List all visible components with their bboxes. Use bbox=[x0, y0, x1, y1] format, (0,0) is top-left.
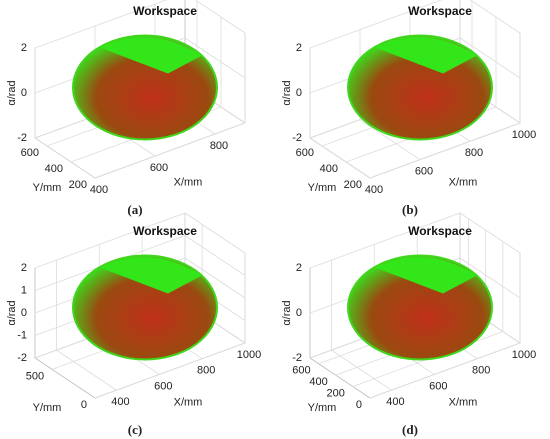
caption: (b) bbox=[402, 202, 418, 217]
z-tick-label: 0 bbox=[21, 307, 27, 319]
z-tick-label: 0 bbox=[296, 307, 302, 319]
z-tick-label: -2 bbox=[17, 352, 27, 364]
workspace-cap bbox=[375, 257, 477, 294]
y-grid-line bbox=[94, 253, 246, 399]
x-tick-label: 1000 bbox=[512, 129, 536, 141]
panel: -202400600800200400600X/mmY/mmα/radWorks… bbox=[6, 0, 246, 217]
z-tick-label: 0 bbox=[21, 87, 27, 99]
y-tick-label: 600 bbox=[21, 147, 39, 159]
x-axis-label: X/mm bbox=[449, 396, 478, 408]
y-tick-label: 0 bbox=[81, 399, 87, 411]
y-grid-line bbox=[369, 33, 521, 179]
z-axis-label: α/rad bbox=[281, 300, 293, 325]
y-grid-line bbox=[70, 17, 222, 163]
y-grid-line bbox=[369, 253, 521, 399]
z-tick-label: 2 bbox=[21, 42, 27, 54]
panel: -2 -1 0 1 2 400 600 800 1000 0 500 X/mm Y/mm α/rad Wor… bbox=[6, 212, 261, 437]
y-grid-line bbox=[94, 33, 246, 179]
z-tick-label: 1 bbox=[21, 284, 27, 296]
z-tick-label: -2 bbox=[292, 352, 302, 364]
x-tick-label: 400 bbox=[90, 184, 108, 196]
x-grid-line bbox=[309, 48, 371, 179]
z-tick-label: 2 bbox=[296, 262, 302, 274]
y-axis-label: Y/mm bbox=[308, 402, 337, 414]
x-tick-label: 800 bbox=[465, 147, 483, 159]
panel: -2024006008001000200400600X/mmY/mmα/radW… bbox=[281, 0, 536, 217]
panel: -20240060080010000200400600X/mmY/mmα/rad… bbox=[281, 212, 536, 437]
z-grid-line bbox=[34, 0, 246, 49]
workspace-cap bbox=[375, 37, 477, 74]
workspace-cap bbox=[100, 37, 202, 74]
x-tick-label: 800 bbox=[472, 365, 490, 377]
x-tick-label: 600 bbox=[415, 166, 433, 178]
y-tick-label: 0 bbox=[356, 399, 362, 411]
y-tick-label: 600 bbox=[292, 365, 310, 377]
y-tick-label: 500 bbox=[26, 370, 44, 382]
z-axis-label: α/rad bbox=[6, 300, 18, 325]
z-tick-label: -2 bbox=[17, 132, 27, 144]
z-tick-label: -1 bbox=[17, 329, 27, 341]
x-axis-label: X/mm bbox=[449, 176, 478, 188]
y-axis-label: Y/mm bbox=[308, 182, 337, 194]
z-tick-label: 2 bbox=[21, 262, 27, 274]
x-tick-label: 1000 bbox=[512, 349, 536, 361]
y-tick-label: 400 bbox=[320, 163, 338, 175]
chart-title: Workspace bbox=[408, 224, 472, 238]
z-tick-label: 2 bbox=[296, 42, 302, 54]
y-tick-label: 400 bbox=[45, 163, 63, 175]
y-axis-label: Y/mm bbox=[33, 402, 62, 414]
x-grid-line bbox=[56, 260, 117, 391]
y-tick-label: 200 bbox=[69, 179, 87, 191]
y-axis-label: Y/mm bbox=[33, 182, 62, 194]
chart-title: Workspace bbox=[133, 4, 197, 18]
x-tick-label: 600 bbox=[154, 380, 172, 392]
y-grid-line bbox=[352, 241, 504, 387]
z-tick-label: -2 bbox=[292, 132, 302, 144]
y-tick-label: 200 bbox=[344, 179, 362, 191]
x-grid-line bbox=[331, 260, 392, 391]
caption: (d) bbox=[402, 422, 418, 437]
y-tick-label: 400 bbox=[309, 376, 327, 388]
x-tick-label: 400 bbox=[365, 184, 383, 196]
y-tick-label: 200 bbox=[326, 387, 344, 399]
z-axis-label: α/rad bbox=[281, 80, 293, 105]
x-tick-label: 400 bbox=[111, 396, 129, 408]
z-tick-label: 0 bbox=[296, 87, 302, 99]
x-axis-label: X/mm bbox=[174, 396, 203, 408]
x-tick-label: 400 bbox=[386, 396, 404, 408]
x-grid-line bbox=[34, 48, 96, 179]
caption: (c) bbox=[128, 422, 142, 437]
z-axis-label: α/rad bbox=[6, 80, 18, 105]
x-tick-label: 800 bbox=[197, 365, 215, 377]
y-grid-line bbox=[345, 17, 497, 163]
x-axis-label: X/mm bbox=[174, 176, 203, 188]
chart-title: Workspace bbox=[133, 224, 197, 238]
x-tick-label: 1000 bbox=[237, 349, 261, 361]
y-tick-label: 600 bbox=[296, 147, 314, 159]
x-tick-label: 800 bbox=[210, 140, 228, 152]
caption: (a) bbox=[127, 202, 142, 217]
x-tick-label: 600 bbox=[150, 162, 168, 174]
workspace-cap bbox=[100, 257, 202, 294]
x-tick-label: 600 bbox=[429, 380, 447, 392]
chart-title: Workspace bbox=[408, 4, 472, 18]
